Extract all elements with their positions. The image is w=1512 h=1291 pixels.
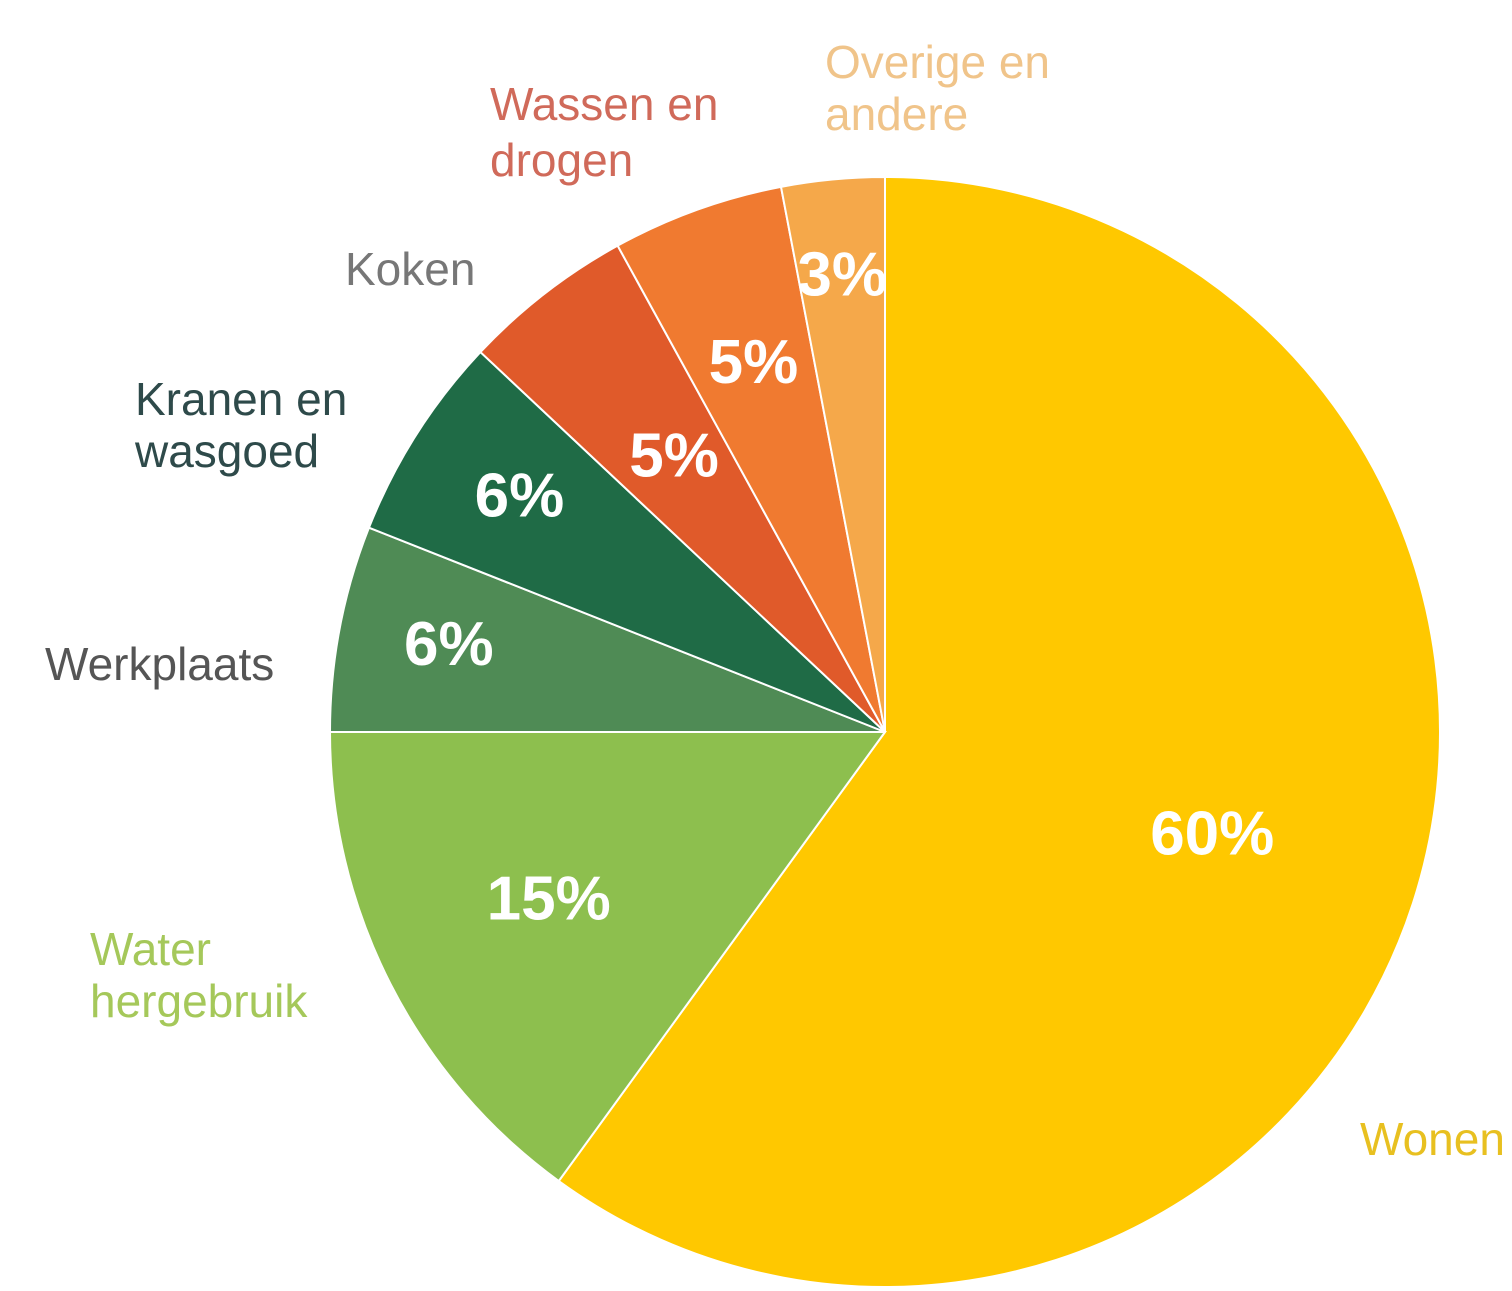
label-water-hergebruik-line1: Water <box>90 923 211 975</box>
label-water-hergebruik-line2: hergebruik <box>90 975 308 1027</box>
label-water-hergebruik: Water hergebruik <box>90 923 308 1027</box>
pie-slice-water-hergebruik <box>328 731 887 1183</box>
label-kranen-line2: wasgoed <box>134 425 319 477</box>
slice-value-label-koken: 5% <box>629 421 719 490</box>
pie-slice-wassen-en-drogen <box>616 185 886 733</box>
pie-slice-koken <box>479 244 886 733</box>
slice-category-labels: Wonen Water hergebruik Werkplaats Kranen… <box>45 36 1505 1165</box>
label-wonen: Wonen <box>1360 1113 1505 1165</box>
slice-value-label-wassen-en-drogen: 5% <box>709 328 799 397</box>
pie-slice-wonen <box>557 175 1441 1288</box>
slice-value-label-water-hergebruik: 15% <box>487 865 611 934</box>
label-overige-line2: andere <box>825 88 968 140</box>
pie-slice-werkplaats <box>328 526 886 733</box>
slice-value-label-overige-en-andere: 3% <box>797 240 887 309</box>
label-kranen-line1: Kranen en <box>135 373 347 425</box>
label-kranen-en-wasgoed: Kranen en wasgoed <box>134 373 360 477</box>
label-overige-en-andere: Overige en andere <box>825 36 1063 140</box>
label-wassen-line2: drogen <box>490 134 633 186</box>
label-wassen-en-drogen: Wassen en drogen <box>490 78 731 186</box>
slice-value-label-wonen: 60% <box>1150 800 1274 869</box>
pie-slice-overige-en-andere <box>779 175 886 733</box>
label-wassen-line1: Wassen en <box>490 78 718 130</box>
label-overige-line1: Overige en <box>825 36 1050 88</box>
slice-value-label-werkplaats: 6% <box>404 610 494 679</box>
label-koken: Koken <box>345 243 475 295</box>
label-werkplaats: Werkplaats <box>45 638 274 690</box>
slice-value-labels: 60% 15% 6% 6% 5% 5% 3% <box>404 240 1274 933</box>
pie-slices <box>328 175 1441 1288</box>
slice-value-label-kranen-en-wasgoed: 6% <box>475 461 565 530</box>
pie-slice-kranen-en-wasgoed <box>367 350 886 733</box>
